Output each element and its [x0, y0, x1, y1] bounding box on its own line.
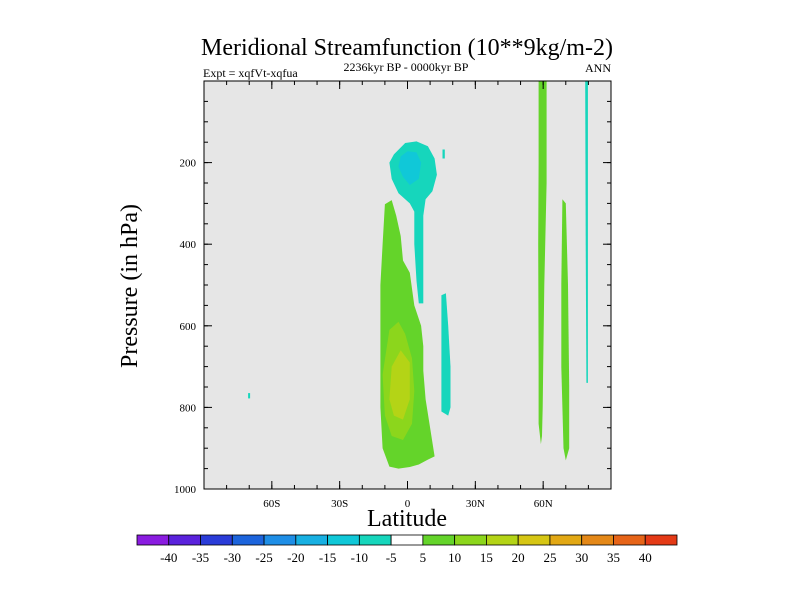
- colorbar-label: 40: [639, 550, 652, 565]
- chart-title: Meridional Streamfunction (10**9kg/m-2): [201, 35, 613, 61]
- colorbar-swatch: [644, 534, 678, 546]
- y-tick-label: 200: [180, 158, 197, 170]
- contour-neg-upper-20N-blip: [442, 149, 445, 159]
- colorbar-swatch: [327, 534, 360, 546]
- colorbar-swatch: [263, 534, 297, 546]
- colorbar-swatch: [390, 534, 424, 546]
- y-axis-label: Pressure (in hPa): [117, 204, 143, 368]
- colorbar-swatch: [486, 534, 519, 546]
- x-axis-label: Latitude: [367, 506, 447, 532]
- colorbar-swatch: [358, 534, 392, 546]
- colorbar-label: 35: [607, 550, 620, 565]
- colorbar: -40 -35 -30 -25 -20 -15 -10 -5 5 10 15 20 25 30 35 40: [136, 534, 678, 565]
- colorbar-swatch: [454, 534, 487, 546]
- colorbar-swatch: [295, 534, 328, 546]
- colorbar-label: 30: [575, 550, 588, 565]
- x-tick-label: 60S: [263, 498, 280, 510]
- y-tick-label: 800: [180, 402, 197, 414]
- axis-tick-labels: 60S 30S 0 30N 60N 200 400 600 800 1000: [174, 158, 553, 510]
- colorbar-label: -35: [192, 550, 209, 565]
- contour-neg-70S-dot: [248, 393, 251, 399]
- time-range-label: 2236kyr BP - 0000kyr BP: [344, 60, 469, 74]
- colorbar-label: -25: [255, 550, 272, 565]
- contour-neg-upper-core: [398, 151, 422, 185]
- contour-neg-upper-equator: [389, 141, 437, 304]
- contour-pos-lower-core: [389, 350, 410, 420]
- experiment-label: Expt = xqfVt-xqfua: [203, 66, 298, 80]
- colorbar-swatch: [613, 534, 646, 546]
- contour-pos-70N-strip: [561, 199, 570, 461]
- contour-regions: [248, 81, 588, 469]
- colorbar-swatch: [422, 534, 456, 546]
- y-tick-label: 600: [180, 321, 197, 333]
- season-label: ANN: [585, 61, 611, 75]
- colorbar-label: -10: [351, 550, 368, 565]
- colorbar-swatch: [200, 534, 233, 546]
- axis-ticks: [204, 81, 611, 490]
- contour-neg-lower-15N: [441, 293, 451, 416]
- contour-pos-60N-strip: [538, 81, 547, 445]
- colorbar-swatch: [581, 534, 614, 546]
- y-tick-label: 400: [180, 239, 197, 251]
- colorbar-label: -20: [287, 550, 304, 565]
- colorbar-label: 10: [448, 550, 461, 565]
- colorbar-label: 15: [480, 550, 493, 565]
- y-tick-label: 1000: [174, 484, 197, 496]
- colorbar-label: 25: [543, 550, 556, 565]
- x-tick-label: 30N: [466, 498, 485, 510]
- colorbar-swatch: [136, 534, 170, 546]
- colorbar-label: 20: [512, 550, 525, 565]
- colorbar-label: -15: [319, 550, 336, 565]
- colorbar-swatch: [549, 534, 583, 546]
- colorbar-label: -40: [160, 550, 177, 565]
- colorbar-label: 5: [420, 550, 427, 565]
- colorbar-swatch: [231, 534, 265, 546]
- colorbar-label: -30: [224, 550, 241, 565]
- x-tick-label: 0: [405, 498, 411, 510]
- colorbar-label: -5: [386, 550, 397, 565]
- x-tick-label: 60N: [534, 498, 553, 510]
- colorbar-swatch: [168, 534, 201, 546]
- x-tick-label: 30S: [331, 498, 348, 510]
- contour-neg-79N-strip: [585, 81, 588, 383]
- colorbar-swatch: [517, 534, 551, 546]
